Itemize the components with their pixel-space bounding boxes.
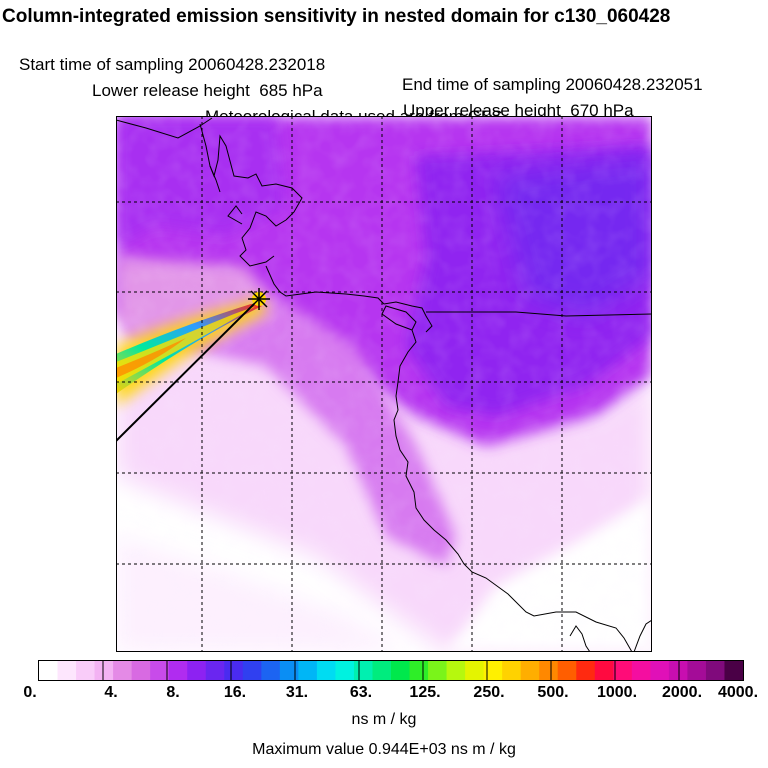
coastline — [116, 117, 652, 652]
colorbar-swatch — [428, 661, 448, 680]
colorbar-swatch — [631, 661, 651, 680]
colorbar-swatch — [613, 661, 633, 680]
plume — [116, 298, 266, 406]
colorbar-tick: 1000. — [596, 684, 638, 701]
lat-lon-grid — [116, 116, 652, 652]
colorbar-frame — [38, 660, 744, 681]
colorbar-swatch — [650, 661, 670, 680]
colorbar-tick-labels: 0. 4. 8. 16. 31. 63. 125. 250. 500. 1000… — [0, 684, 768, 706]
colorbar-swatch — [261, 661, 281, 680]
colorbar-units: ns m / kg — [351, 711, 417, 728]
colorbar-swatch — [520, 661, 540, 680]
colorbar-tick: 31. — [285, 684, 309, 701]
colorbar-swatch — [205, 661, 225, 680]
maximum-value-label: Maximum value 0.944E+03 ns m / kg — [252, 741, 516, 758]
start-time-label: Start time of sampling 20060428.232018 — [19, 55, 326, 74]
colorbar-tick: 250. — [473, 684, 505, 701]
lower-height-label: Lower release height 685 hPa — [92, 81, 323, 100]
trajectory-line — [116, 298, 260, 442]
colorbar-tick: 4. — [104, 684, 118, 701]
colorbar-tick: 8. — [166, 684, 180, 701]
upper-height-label: Upper release height 670 hPa — [403, 101, 634, 120]
colorbar-swatch — [242, 661, 262, 680]
colorbar-swatch — [335, 661, 355, 680]
release-point-marker — [248, 288, 270, 310]
colorbar-swatch — [465, 661, 485, 680]
colorbar-swatch — [502, 661, 522, 680]
colorbar-swatch — [279, 661, 299, 680]
colorbar-swatch — [113, 661, 133, 680]
end-time-label: End time of sampling 20060428.232051 — [402, 75, 703, 94]
colorbar-swatch — [409, 661, 429, 680]
colorbar-tick: 63. — [349, 684, 373, 701]
plot-title: Column-integrated emission sensitivity i… — [2, 6, 671, 27]
colorbar-swatch — [298, 661, 318, 680]
colorbar-swatch — [446, 661, 466, 680]
colorbar-swatch — [724, 661, 744, 680]
sensitivity-map — [116, 116, 652, 652]
colorbar-tick: 2000. — [661, 684, 703, 701]
colorbar-swatch — [168, 661, 188, 680]
colorbar-swatch — [76, 661, 96, 680]
colorbar-swatch — [39, 661, 59, 680]
emission-field — [116, 116, 652, 652]
colorbar-swatch — [687, 661, 707, 680]
colorbar-swatch — [483, 661, 503, 680]
colorbar-swatch — [539, 661, 559, 680]
colorbar — [38, 660, 744, 681]
colorbar-swatch — [57, 661, 77, 680]
colorbar-tick: 500. — [537, 684, 569, 701]
colorbar-swatch — [353, 661, 374, 680]
sampling-times-row: Start time of sampling 20060428.232018 E… — [0, 35, 768, 95]
colorbar-swatch — [131, 661, 151, 680]
colorbar-swatch — [557, 661, 577, 680]
map-frame — [116, 116, 652, 652]
colorbar-tick: 16. — [223, 684, 247, 701]
colorbar-swatch — [668, 661, 689, 680]
colorbar-swatch — [705, 661, 726, 680]
release-height-row: Lower release height 685 hPa Upper relea… — [0, 61, 768, 121]
colorbar-swatch — [594, 661, 614, 680]
colorbar-swatch — [391, 661, 411, 680]
colorbar-swatch — [94, 661, 114, 680]
colorbar-swatch — [372, 661, 392, 680]
colorbar-swatch — [316, 661, 337, 680]
colorbar-tick: 125. — [409, 684, 441, 701]
colorbar-swatch — [150, 661, 170, 680]
colorbar-swatch — [576, 661, 596, 680]
colorbar-tick: 0. — [23, 684, 37, 701]
colorbar-tick: 4000. — [717, 684, 759, 701]
colorbar-swatch — [187, 661, 207, 680]
colorbar-swatch — [224, 661, 244, 680]
